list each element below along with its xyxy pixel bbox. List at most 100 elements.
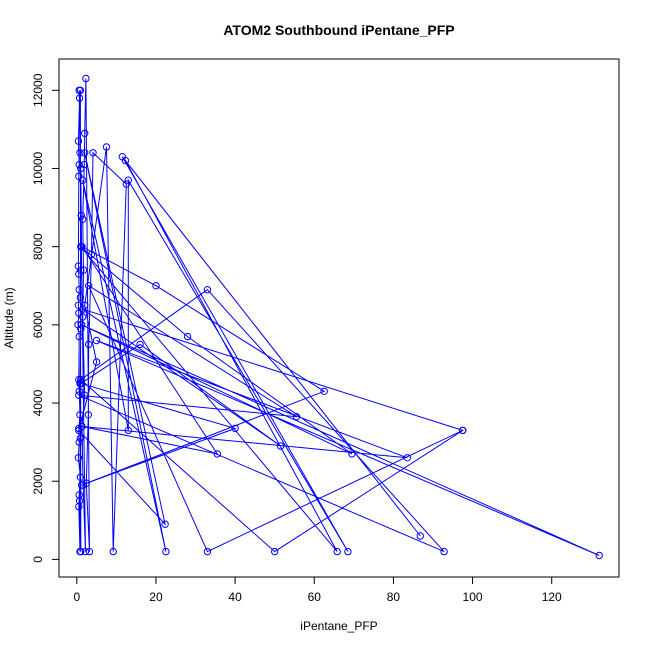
data-point xyxy=(74,262,83,270)
data-point xyxy=(75,94,84,102)
data-point xyxy=(77,547,85,556)
data-point xyxy=(74,454,83,462)
data-point xyxy=(122,180,131,188)
series-layer xyxy=(74,74,603,560)
y-tick-label: 0 xyxy=(31,556,45,563)
y-tick-label: 10000 xyxy=(31,151,45,185)
data-point xyxy=(89,149,97,157)
data-point xyxy=(77,211,85,220)
data-point xyxy=(292,413,301,421)
data-point xyxy=(77,325,85,333)
data-point xyxy=(75,172,83,181)
data-point xyxy=(76,293,85,302)
data-point xyxy=(81,301,89,309)
data-point xyxy=(81,547,90,556)
data-point xyxy=(109,547,117,556)
data-point xyxy=(124,176,133,184)
data-point xyxy=(77,321,86,329)
data-point xyxy=(77,266,85,274)
data-point xyxy=(320,387,328,395)
data-point xyxy=(77,481,86,489)
data-point xyxy=(75,391,83,399)
data-point xyxy=(102,143,111,151)
data-point xyxy=(85,547,94,556)
data-point xyxy=(121,156,130,165)
data-point xyxy=(416,532,424,540)
data-point xyxy=(76,473,85,481)
y-axis-label: Altitude (m) xyxy=(2,287,16,348)
data-point xyxy=(76,434,85,442)
x-tick-label: 120 xyxy=(542,590,562,604)
data-point xyxy=(77,375,85,384)
data-point xyxy=(333,547,341,556)
data-point xyxy=(75,286,83,294)
data-point xyxy=(459,426,467,435)
data-point xyxy=(74,137,83,145)
y-tick-label: 4000 xyxy=(31,389,45,416)
x-axis-label: iPentane_PFP xyxy=(300,619,377,633)
data-point xyxy=(79,313,87,321)
data-point xyxy=(92,336,101,345)
data-point xyxy=(403,454,411,462)
data-point xyxy=(76,411,84,419)
data-point xyxy=(79,266,88,274)
data-point xyxy=(595,551,603,560)
data-point xyxy=(75,438,83,446)
y-tick-label: 12000 xyxy=(31,73,45,107)
data-point xyxy=(75,375,83,384)
data-point xyxy=(213,450,222,458)
data-point xyxy=(75,160,83,169)
data-point xyxy=(348,450,356,458)
data-point xyxy=(136,340,144,349)
x-tick-label: 60 xyxy=(308,590,322,604)
data-point xyxy=(75,387,83,395)
data-point xyxy=(79,176,87,184)
x-tick-label: 100 xyxy=(463,590,483,604)
x-tick-label: 40 xyxy=(228,590,242,604)
data-point xyxy=(78,422,86,431)
data-point xyxy=(76,149,84,157)
data-point xyxy=(231,424,239,433)
chart-title: ATOM2 Southbound iPentane_PFP xyxy=(223,22,454,38)
data-point xyxy=(203,547,212,556)
data-point xyxy=(75,309,83,317)
data-point xyxy=(81,129,89,138)
data-point xyxy=(276,442,285,450)
data-point xyxy=(81,391,89,399)
x-tick-label: 0 xyxy=(73,590,80,604)
y-tick-label: 6000 xyxy=(31,311,45,338)
y-tick-label: 2000 xyxy=(31,468,45,495)
x-tick-label: 80 xyxy=(387,590,401,604)
data-point xyxy=(271,547,279,556)
data-point xyxy=(162,547,170,556)
data-point xyxy=(82,479,91,487)
data-point xyxy=(77,379,85,388)
data-point xyxy=(79,305,87,313)
data-point xyxy=(75,86,83,95)
data-point xyxy=(75,502,83,511)
data-point xyxy=(92,358,101,366)
plot-frame xyxy=(58,58,620,578)
series-line xyxy=(77,78,600,556)
data-point xyxy=(87,250,96,259)
data-point xyxy=(80,160,89,169)
data-point xyxy=(79,215,87,224)
data-point xyxy=(124,426,133,435)
y-tick-label: 8000 xyxy=(31,233,45,260)
data-point xyxy=(84,411,93,419)
data-point xyxy=(85,340,93,349)
data-point xyxy=(75,270,83,278)
data-point xyxy=(75,332,83,341)
y-axis: 0 2000 4000 6000 8000 10000 12000 xyxy=(31,73,60,563)
x-tick-label: 20 xyxy=(149,590,163,604)
data-point xyxy=(183,332,192,341)
data-point xyxy=(152,282,160,290)
data-point xyxy=(81,149,89,157)
data-point xyxy=(85,282,93,290)
data-point xyxy=(161,520,169,528)
data-point xyxy=(78,243,86,251)
data-point xyxy=(203,286,212,294)
data-point xyxy=(344,547,352,556)
data-point xyxy=(75,497,84,505)
